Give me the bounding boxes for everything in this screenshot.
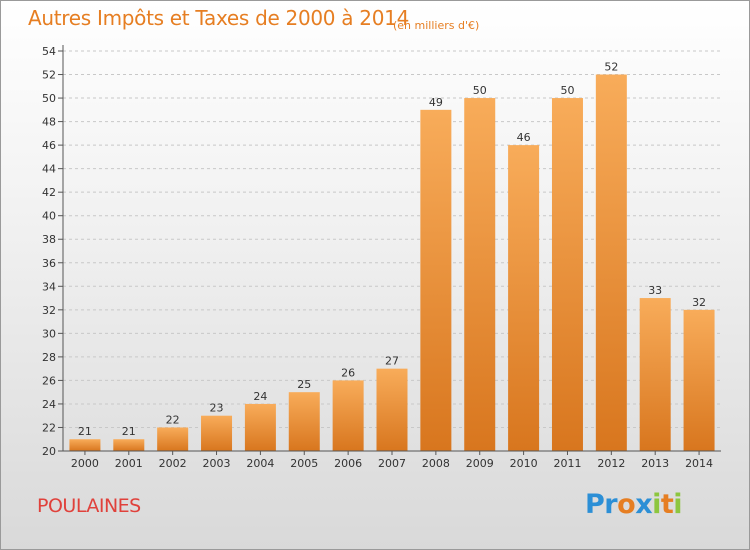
x-tick-label: 2001 — [115, 457, 143, 470]
y-tick-label: 32 — [42, 304, 56, 317]
data-label: 25 — [297, 378, 311, 391]
y-tick-label: 34 — [42, 280, 56, 293]
x-tick-label: 2013 — [641, 457, 669, 470]
bar — [332, 380, 364, 451]
y-tick-label: 40 — [42, 210, 56, 223]
bar — [464, 98, 496, 451]
y-tick-label: 22 — [42, 421, 56, 434]
logo-letter: P — [585, 489, 605, 520]
x-tick-label: 2014 — [685, 457, 713, 470]
data-label: 50 — [560, 84, 574, 97]
bar — [551, 98, 583, 451]
x-tick-label: 2012 — [597, 457, 625, 470]
x-tick-label: 2011 — [553, 457, 581, 470]
data-label: 26 — [341, 366, 355, 379]
logo-letter: t — [660, 489, 674, 520]
data-label: 46 — [517, 131, 531, 144]
x-tick-label: 2010 — [510, 457, 538, 470]
data-label: 52 — [604, 61, 618, 74]
data-label: 32 — [692, 296, 706, 309]
logo-letter: r — [604, 489, 618, 520]
bar — [244, 403, 276, 451]
bar — [113, 439, 145, 451]
x-tick-label: 2005 — [290, 457, 318, 470]
data-label: 33 — [648, 284, 662, 297]
x-tick-label: 2007 — [378, 457, 406, 470]
bar — [683, 309, 715, 451]
logo-letter: i — [673, 489, 683, 520]
y-tick-label: 54 — [42, 45, 56, 58]
y-tick-label: 36 — [42, 257, 56, 270]
bar — [157, 427, 189, 451]
x-tick-label: 2008 — [422, 457, 450, 470]
x-tick-label: 2009 — [466, 457, 494, 470]
y-tick-label: 30 — [42, 327, 56, 340]
y-tick-label: 46 — [42, 139, 56, 152]
bar — [420, 109, 452, 451]
y-tick-label: 44 — [42, 163, 56, 176]
y-tick-label: 50 — [42, 92, 56, 105]
y-tick-label: 38 — [42, 233, 56, 246]
x-tick-label: 2004 — [246, 457, 274, 470]
bar — [376, 368, 408, 451]
bar — [508, 145, 540, 451]
x-tick-label: 2003 — [203, 457, 231, 470]
data-label: 23 — [210, 402, 224, 415]
data-label: 22 — [166, 413, 180, 426]
y-tick-label: 42 — [42, 186, 56, 199]
bar — [639, 298, 671, 451]
x-tick-label: 2002 — [159, 457, 187, 470]
data-label: 24 — [253, 390, 267, 403]
bar — [595, 74, 627, 451]
y-tick-label: 20 — [42, 445, 56, 458]
bar — [69, 439, 101, 451]
logo-letter: i — [652, 489, 661, 520]
y-tick-label: 48 — [42, 116, 56, 129]
data-label: 21 — [122, 425, 136, 438]
logo-letter: x — [635, 489, 653, 520]
data-label: 49 — [429, 96, 443, 109]
y-tick-label: 24 — [42, 398, 56, 411]
y-tick-label: 28 — [42, 351, 56, 364]
logo-letter: o — [617, 489, 636, 520]
x-tick-label: 2000 — [71, 457, 99, 470]
bar — [288, 392, 320, 451]
chart-title: Autres Impôts et Taxes de 2000 à 2014 — [28, 6, 409, 30]
proxiti-logo: Proxiti — [585, 489, 683, 520]
x-tick-label: 2006 — [334, 457, 362, 470]
y-tick-label: 26 — [42, 374, 56, 387]
y-tick-label: 52 — [42, 69, 56, 82]
town-name: POULAINES — [37, 495, 141, 517]
data-label: 50 — [473, 84, 487, 97]
bar — [201, 415, 233, 451]
data-label: 27 — [385, 355, 399, 368]
chart-subtitle: (en milliers d'€) — [393, 19, 480, 32]
data-label: 21 — [78, 425, 92, 438]
